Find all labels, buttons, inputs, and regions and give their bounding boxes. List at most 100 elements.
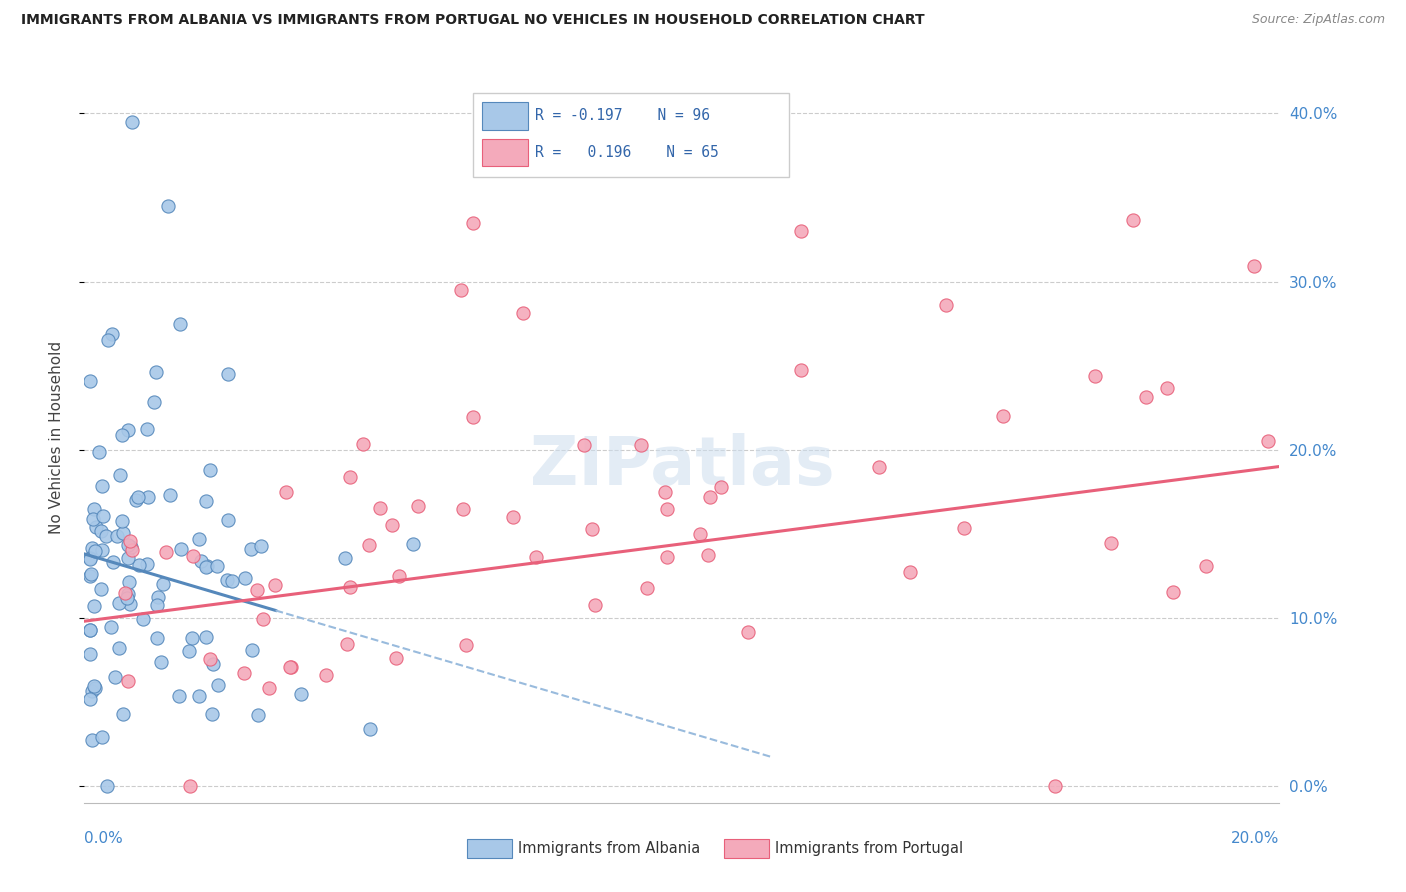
Point bbox=[572, 438, 595, 452]
Point bbox=[190, 554, 212, 568]
Point bbox=[121, 543, 143, 558]
Point bbox=[91, 508, 114, 523]
Point bbox=[217, 513, 239, 527]
Point bbox=[357, 538, 380, 552]
Point bbox=[87, 445, 110, 459]
Point bbox=[335, 551, 357, 566]
Point bbox=[1099, 535, 1122, 549]
Point bbox=[502, 510, 524, 524]
Point bbox=[84, 520, 107, 534]
Point bbox=[146, 632, 169, 646]
Point bbox=[461, 409, 484, 424]
Point bbox=[96, 529, 118, 543]
Point bbox=[257, 681, 280, 696]
Point bbox=[111, 428, 134, 442]
Point bbox=[132, 612, 155, 626]
Point bbox=[388, 568, 411, 582]
Point bbox=[1243, 259, 1265, 273]
Point bbox=[450, 283, 472, 297]
Point bbox=[136, 491, 159, 505]
Point bbox=[233, 666, 256, 681]
Point bbox=[136, 558, 159, 572]
Point bbox=[200, 651, 222, 665]
Point bbox=[655, 502, 678, 516]
Point bbox=[1122, 213, 1144, 227]
Point bbox=[201, 706, 224, 721]
Point bbox=[368, 501, 391, 516]
Point bbox=[359, 722, 381, 736]
Point bbox=[120, 534, 142, 549]
Point bbox=[82, 512, 104, 526]
Point bbox=[935, 298, 957, 312]
Point bbox=[524, 550, 547, 565]
Point bbox=[121, 115, 143, 129]
Point bbox=[177, 644, 200, 658]
Bar bbox=[482, 138, 527, 167]
Point bbox=[91, 479, 114, 493]
Point bbox=[159, 487, 181, 501]
Point bbox=[381, 517, 404, 532]
Point bbox=[90, 730, 112, 744]
Text: R =   0.196    N = 65: R = 0.196 N = 65 bbox=[534, 145, 718, 160]
Point bbox=[195, 559, 218, 574]
Point bbox=[80, 684, 103, 698]
Point bbox=[280, 660, 302, 674]
Point bbox=[790, 224, 813, 238]
Point bbox=[146, 591, 169, 605]
Point bbox=[454, 639, 477, 653]
Point bbox=[90, 582, 112, 596]
Point bbox=[451, 501, 474, 516]
Point bbox=[112, 707, 135, 722]
Point bbox=[655, 549, 678, 564]
Point bbox=[142, 395, 165, 409]
Point bbox=[79, 623, 101, 637]
Text: R = -0.197    N = 96: R = -0.197 N = 96 bbox=[534, 109, 710, 123]
Point bbox=[79, 552, 101, 566]
Text: ZIPatlas: ZIPatlas bbox=[530, 434, 834, 500]
Point bbox=[90, 524, 112, 539]
Text: 20.0%: 20.0% bbox=[1232, 830, 1279, 846]
Point bbox=[278, 660, 301, 674]
Point bbox=[188, 689, 211, 703]
Point bbox=[135, 422, 157, 436]
Point bbox=[290, 687, 312, 701]
Point bbox=[352, 437, 374, 451]
Point bbox=[696, 548, 718, 562]
Point bbox=[79, 569, 101, 583]
Point bbox=[198, 463, 221, 477]
Point bbox=[246, 582, 269, 597]
Point bbox=[630, 437, 652, 451]
Point bbox=[1156, 381, 1178, 395]
Point bbox=[83, 599, 105, 613]
Point bbox=[155, 544, 177, 558]
Point bbox=[207, 559, 229, 574]
Point bbox=[1257, 434, 1279, 449]
Point bbox=[737, 624, 759, 639]
Point bbox=[145, 366, 167, 380]
Point bbox=[636, 581, 658, 595]
Point bbox=[82, 541, 104, 555]
Point bbox=[79, 647, 101, 661]
Point bbox=[215, 573, 238, 587]
Point bbox=[114, 586, 136, 600]
Point bbox=[207, 678, 229, 692]
Point bbox=[149, 655, 172, 669]
Point bbox=[1135, 390, 1157, 404]
Point bbox=[128, 558, 150, 572]
Point bbox=[79, 374, 101, 388]
Point bbox=[335, 637, 357, 651]
Point bbox=[315, 667, 337, 681]
Point bbox=[339, 580, 361, 594]
Point bbox=[108, 596, 131, 610]
Point bbox=[991, 409, 1014, 423]
Point bbox=[187, 533, 209, 547]
Point bbox=[101, 327, 124, 342]
Point bbox=[157, 199, 180, 213]
Point bbox=[97, 334, 120, 348]
Point bbox=[240, 541, 263, 556]
Point bbox=[146, 598, 169, 612]
Point bbox=[195, 493, 218, 508]
Point bbox=[117, 587, 139, 601]
Point bbox=[1195, 559, 1218, 574]
Point bbox=[868, 459, 890, 474]
